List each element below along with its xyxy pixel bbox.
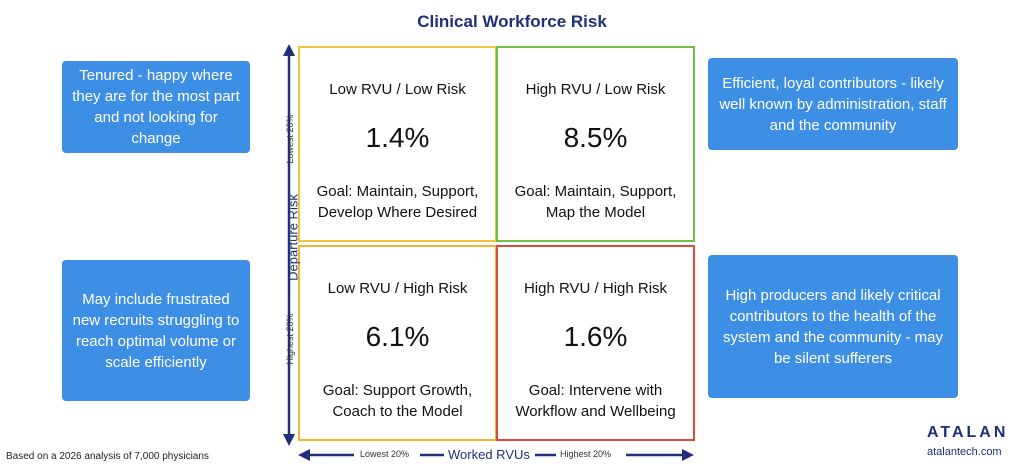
quadrant-percent: 8.5% <box>563 122 628 153</box>
x-axis-title: Worked RVUs <box>448 447 530 462</box>
y-axis-title: Departure Risk <box>285 194 301 281</box>
quadrant-label: High RVU / High Risk <box>523 280 668 297</box>
quadrant-high-rvu-low-risk: High RVU / Low Risk 8.5% Goal: Maintain,… <box>496 46 695 242</box>
website-link[interactable]: atalantech.com <box>927 446 1002 458</box>
x-axis-low-label: Lowest 20% <box>360 449 410 459</box>
quadrant-goal: Goal: Maintain, Support, Map the Model <box>514 183 677 221</box>
callout-bottom-left: May include frustrated new recruits stru… <box>62 260 250 401</box>
footnote: Based on a 2026 analysis of 7,000 physic… <box>6 451 209 462</box>
x-axis-high-label: Highest 20% <box>560 449 612 459</box>
quadrant-percent: 6.1% <box>365 321 430 352</box>
x-axis-arrowhead-left <box>298 449 310 461</box>
y-axis-arrowhead-up <box>283 44 295 56</box>
y-axis-high-label: Highest 20% <box>285 313 295 365</box>
chart-title: Clinical Workforce Risk <box>417 12 607 31</box>
atalan-logo: ATALAN <box>927 424 1009 441</box>
quadrant-goal: Goal: Support Growth, Coach to the Model <box>322 382 473 420</box>
quadrant-percent: 1.6% <box>563 321 628 352</box>
quadrant-high-rvu-high-risk: High RVU / High Risk 1.6% Goal: Interven… <box>496 245 695 441</box>
quadrant-goal: Goal: Intervene with Workflow and Wellbe… <box>515 382 676 420</box>
quadrant-label: Low RVU / Low Risk <box>329 81 466 98</box>
quadrant-goal: Goal: Maintain, Support, Develop Where D… <box>316 183 479 221</box>
quadrant-label: Low RVU / High Risk <box>327 280 468 297</box>
quadrant-label: High RVU / Low Risk <box>525 81 666 98</box>
quadrant-low-rvu-low-risk: Low RVU / Low Risk 1.4% Goal: Maintain, … <box>298 46 497 242</box>
y-axis-arrowhead-down <box>283 434 295 446</box>
callout-bottom-right: High producers and likely critical contr… <box>708 255 958 398</box>
callout-top-right: Efficient, loyal contributors - likely w… <box>708 58 958 150</box>
y-axis-low-label: Lowest 20% <box>285 114 295 164</box>
callout-top-left: Tenured - happy where they are for the m… <box>62 61 250 153</box>
quadrant-percent: 1.4% <box>365 122 430 153</box>
x-axis-arrowhead-right <box>682 449 694 461</box>
quadrant-low-rvu-high-risk: Low RVU / High Risk 6.1% Goal: Support G… <box>298 245 497 441</box>
